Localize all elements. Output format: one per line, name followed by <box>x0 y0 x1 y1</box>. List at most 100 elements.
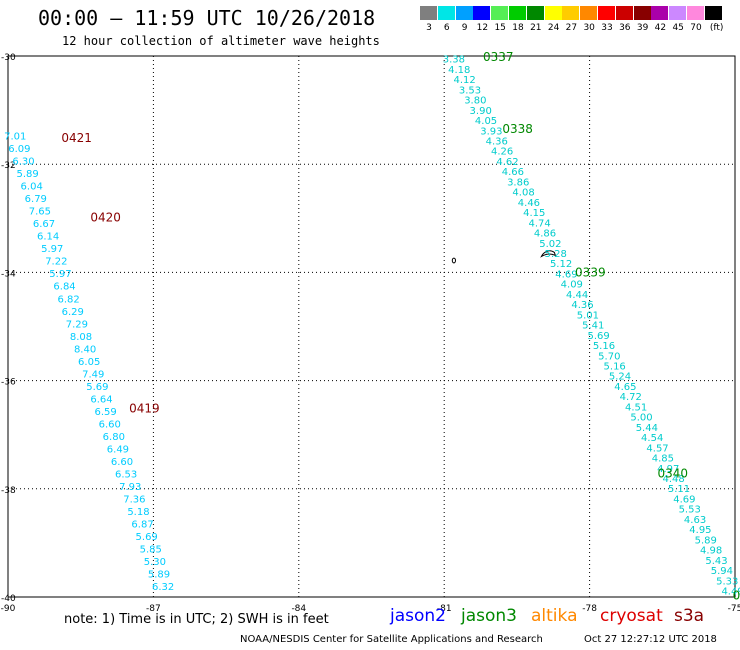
wave-height-value: 4.63 <box>684 515 706 526</box>
footer-credit: NOAA/NESDIS Center for Satellite Applica… <box>240 634 543 645</box>
wave-height-value: 3.53 <box>459 85 481 96</box>
latitude-tick-label: -32 <box>1 161 16 171</box>
wave-height-value: 6.04 <box>21 182 43 193</box>
island-mark <box>451 257 456 264</box>
legend-swatch <box>598 6 615 20</box>
wave-height-value: 8.08 <box>70 332 92 343</box>
wave-height-value: 5.33 <box>716 576 738 587</box>
footer-timestamp: Oct 27 12:27:12 UTC 2018 <box>584 634 717 645</box>
wave-height-value: 4.69 <box>673 494 695 505</box>
pass-time-label: 0337 <box>483 50 514 64</box>
wave-height-value: 3.90 <box>470 106 492 117</box>
legend-label: 42 <box>654 23 667 33</box>
latitude-tick-label: -40 <box>1 594 16 604</box>
wave-height-value: 5.89 <box>148 570 170 581</box>
legend-label: 33 <box>601 23 613 33</box>
wave-height-value: 4.48 <box>662 474 684 485</box>
legend-swatch <box>526 6 544 20</box>
wave-height-value: 7.49 <box>82 369 104 380</box>
wave-height-value: 5.94 <box>711 566 733 577</box>
latitude-tick-label: -34 <box>1 269 16 279</box>
pass-time-label: 0339 <box>575 265 606 279</box>
wave-height-value: 5.24 <box>609 372 631 383</box>
legend-label: 45 <box>672 23 684 33</box>
wave-height-value: 3.38 <box>443 55 465 66</box>
wave-height-value: 7.22 <box>45 257 67 268</box>
wave-height-value: 4.49 <box>721 587 740 598</box>
wave-height-value: 4.62 <box>496 157 518 168</box>
wave-height-value: 4.36 <box>571 300 593 311</box>
wave-height-value: 5.44 <box>636 423 658 434</box>
legend-label: 70 <box>690 23 702 33</box>
page-subtitle: 12 hour collection of altimeter wave hei… <box>62 34 380 48</box>
longitude-tick-label: -78 <box>582 604 597 614</box>
wave-height-value: 6.60 <box>99 419 121 430</box>
wave-height-value: 5.69 <box>86 382 108 393</box>
wave-height-value: 4.95 <box>689 525 711 536</box>
legend-label: 9 <box>461 23 468 33</box>
legend-swatch <box>651 6 669 20</box>
legend-label: 6 <box>443 23 450 33</box>
pass-time-label: 0340 <box>657 467 688 481</box>
legend-label: 36 <box>619 23 631 33</box>
wave-height-value: 6.87 <box>131 520 153 531</box>
wave-height-value: 4.46 <box>518 198 540 209</box>
wave-height-value: 4.08 <box>512 188 534 199</box>
wave-height-value: 4.72 <box>620 392 642 403</box>
wave-height-value: 5.89 <box>695 535 717 546</box>
wave-height-value: 7.01 <box>4 132 26 143</box>
legend-swatch <box>615 6 633 20</box>
wave-height-value: 4.09 <box>561 280 583 291</box>
wave-height-value: 4.26 <box>491 147 513 158</box>
satellite-altika: altika <box>531 606 578 626</box>
legend-swatch <box>580 6 598 20</box>
wave-height-value: 6.59 <box>94 407 116 418</box>
wave-height-value: 5.97 <box>49 269 71 280</box>
legend-swatch <box>420 6 437 20</box>
wave-height-value: 6.82 <box>58 294 80 305</box>
wave-height-value: 4.69 <box>555 269 577 280</box>
legend-label: 27 <box>565 23 578 33</box>
wave-height-value: 6.05 <box>78 357 100 368</box>
wave-height-value: 4.74 <box>529 218 551 229</box>
legend-swatch <box>562 6 580 20</box>
longitude-tick-label: -81 <box>437 604 452 614</box>
wave-height-value: 7.65 <box>29 207 51 218</box>
wave-height-value: 6.84 <box>53 282 75 293</box>
wave-height-value: 6.64 <box>90 394 112 405</box>
wave-height-value: 5.18 <box>127 507 149 518</box>
wave-height-value: 5.01 <box>577 310 599 321</box>
wave-height-value: 5.97 <box>41 244 63 255</box>
wave-height-value: 6.29 <box>62 307 84 318</box>
longitude-tick-label: -87 <box>146 604 161 614</box>
wave-height-value: 5.02 <box>539 239 561 250</box>
legend-swatch <box>509 6 526 20</box>
wave-height-value: 4.57 <box>646 443 668 454</box>
legend-swatch <box>491 6 509 20</box>
wave-height-value: 4.85 <box>652 454 674 465</box>
legend-swatch <box>633 6 651 20</box>
wave-height-value: 6.79 <box>25 194 47 205</box>
legend-label: 24 <box>547 23 560 33</box>
wave-height-value: 4.15 <box>523 208 545 219</box>
wave-height-value: 6.30 <box>12 157 34 168</box>
wave-height-value: 4.18 <box>448 65 470 76</box>
legend-swatch <box>704 6 722 20</box>
longitude-tick-label: -90 <box>1 604 16 614</box>
satellite-s3a: s3a <box>674 606 705 626</box>
longitude-tick-label: -75 <box>728 604 740 614</box>
legend-label: 39 <box>636 23 649 33</box>
wave-height-value: 4.54 <box>641 433 663 444</box>
pass-time-label: 0419 <box>129 402 160 416</box>
pass-time-label: 0341 <box>733 588 740 602</box>
legend-unit: (ft) <box>709 23 724 33</box>
latitude-tick-label: -30 <box>1 53 16 63</box>
wave-height-value: 7.29 <box>66 319 88 330</box>
wave-height-value: 4.98 <box>700 546 722 557</box>
map-frame <box>7 55 736 598</box>
wave-height-value: 5.69 <box>136 532 158 543</box>
wave-height-value: 6.32 <box>152 582 174 593</box>
satellite-jason3: jason3 <box>461 606 517 626</box>
wave-height-value: 7.93 <box>119 482 141 493</box>
